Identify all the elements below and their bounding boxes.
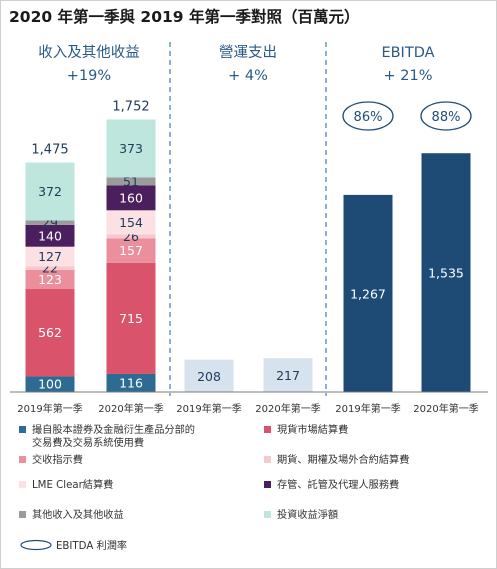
ebitda-bar-0	[343, 194, 393, 392]
opex-value-label: 217	[276, 368, 300, 383]
bar-segment-2-1	[106, 238, 156, 263]
segment-value-label: 154	[119, 215, 143, 230]
panel-growth-revenue: +19%	[67, 68, 111, 84]
bars-layer: 10056212322127140293721,4751167151572615…	[10, 99, 488, 415]
x-tick-label: 2020年第一季	[255, 402, 320, 415]
bar-segment-4-1	[106, 210, 156, 235]
x-tick-label: 2020年第一季	[98, 402, 163, 415]
bar-segment-7-0	[25, 162, 75, 221]
legend-swatch	[264, 481, 271, 488]
panel-growth-ebitda: + 21%	[384, 68, 433, 84]
x-tick-label: 2019年第一季	[335, 402, 400, 415]
bar-segment-0-1	[106, 373, 156, 392]
bar-segment-5-0	[25, 224, 75, 247]
margin-ellipse	[342, 101, 394, 131]
segment-value-label: 116	[119, 375, 143, 390]
segment-value-label: 127	[38, 249, 62, 264]
margin-legend-label: EBITDA 利潤率	[56, 539, 127, 552]
x-tick-label: 2019年第一季	[176, 402, 241, 415]
segment-value-label: 562	[38, 325, 62, 340]
segment-value-label: 51	[123, 174, 139, 189]
segment-value-label: 373	[119, 141, 143, 156]
legend-swatch	[19, 511, 26, 518]
legend-swatch	[19, 481, 26, 488]
panel-title-revenue: 收入及其他收益	[38, 44, 140, 61]
legend-swatch	[19, 426, 26, 433]
ebitda-bar-1	[421, 153, 471, 392]
legend-label: LME Clear結算費	[32, 478, 113, 491]
ebitda-margin-label: 88%	[432, 110, 461, 125]
segment-value-label: 157	[119, 243, 143, 258]
bar-segment-1-1	[106, 262, 156, 374]
bar-segment-6-0	[25, 220, 75, 225]
x-tick-label: 2019年第一季	[17, 402, 82, 415]
ebitda-value-label: 1,267	[350, 286, 386, 301]
bar-segment-3-1	[106, 234, 156, 239]
segment-value-label: 372	[38, 184, 62, 199]
legend-label: 交收指示費	[32, 453, 83, 466]
opex-bar-0	[184, 359, 234, 392]
stack-total-label: 1,752	[112, 99, 149, 114]
margin-legend-ellipse	[20, 539, 52, 551]
bar-segment-4-0	[25, 246, 75, 267]
bar-segment-5-1	[106, 185, 156, 211]
segment-value-label: 160	[119, 190, 143, 205]
legend-label: 期貨、期權及場外合約結算費	[277, 453, 409, 466]
legend-label: 其他收入及其他收益	[32, 508, 124, 521]
opex-value-label: 208	[197, 369, 221, 384]
segment-value-label: 140	[38, 228, 62, 243]
legend-label: 投資收益淨額	[277, 508, 338, 521]
legend-swatch	[19, 456, 26, 463]
opex-bar-1	[263, 358, 313, 392]
bar-segment-2-0	[25, 269, 75, 290]
bar-segment-1-0	[25, 289, 75, 377]
bar-segment-7-1	[106, 119, 156, 178]
legend-swatch	[264, 511, 271, 518]
panel-title-ebitda: EBITDA	[381, 45, 434, 61]
bar-segment-3-0	[25, 266, 75, 270]
bar-segment-6-1	[106, 177, 156, 186]
legend-label-line2: 交易費及交易系統使用費	[32, 436, 144, 449]
margin-ellipse	[420, 101, 472, 131]
ebitda-margin-label: 86%	[354, 110, 383, 125]
panel-title-opex: 營運支出	[219, 44, 277, 61]
ebitda-value-label: 1,535	[428, 266, 464, 281]
segment-value-label: 715	[119, 311, 143, 326]
legend-swatch	[264, 426, 271, 433]
x-tick-label: 2020年第一季	[413, 402, 478, 415]
segment-value-label: 100	[38, 377, 62, 392]
panel-growth-opex: + 4%	[228, 68, 268, 84]
legend-label: 撮自股本證券及金融衍生產品分部的	[32, 423, 195, 436]
bar-segment-0-0	[25, 376, 75, 392]
legend-label: 現貨市場結算費	[277, 423, 348, 436]
legend-swatch	[264, 456, 271, 463]
stack-total-label: 1,475	[31, 143, 68, 158]
chart-title: 2020 年第一季與 2019 年第一季對照（百萬元）	[9, 7, 359, 26]
legend-label: 存管、託管及代理人服務費	[277, 478, 399, 491]
segment-value-label: 123	[38, 272, 62, 287]
